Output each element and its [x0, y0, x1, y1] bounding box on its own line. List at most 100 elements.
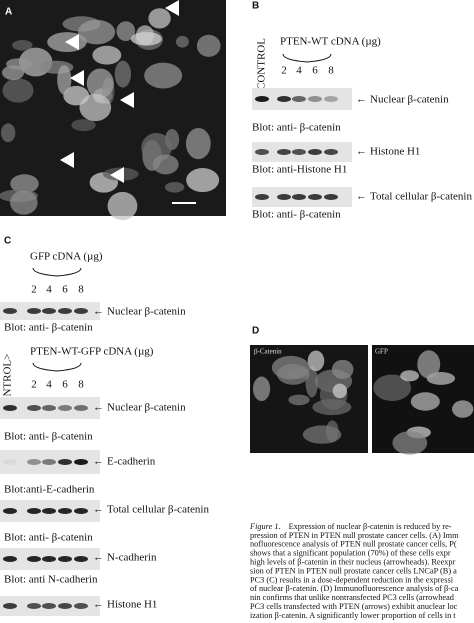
band — [27, 556, 41, 562]
cell — [114, 60, 132, 88]
image-label: GFP — [375, 348, 388, 356]
band — [292, 96, 306, 102]
image-label: β-Catenin — [254, 348, 282, 356]
arrow: ← — [93, 504, 104, 516]
cell — [175, 35, 189, 48]
cell — [79, 93, 112, 122]
cell — [307, 350, 325, 372]
cell — [0, 123, 16, 143]
cell — [400, 370, 420, 382]
band — [255, 149, 269, 155]
band — [42, 508, 56, 514]
blot-target: Nuclear β-catenin — [370, 94, 449, 106]
band — [42, 556, 56, 562]
band — [27, 405, 41, 411]
band — [3, 308, 17, 314]
dose-label: 8 — [78, 284, 84, 296]
band — [324, 96, 338, 102]
cell — [92, 45, 122, 65]
band — [27, 508, 41, 514]
arrowhead — [60, 152, 74, 168]
cell — [12, 39, 33, 51]
arrow: ← — [93, 402, 104, 414]
dose-label: 6 — [62, 284, 68, 296]
micrographs — [0, 0, 474, 455]
bracket — [32, 362, 82, 372]
cell — [148, 8, 171, 29]
dose-label: 2 — [31, 284, 37, 296]
cell — [271, 355, 310, 380]
band — [277, 149, 291, 155]
blot-target: Total cellular β-catenin — [107, 504, 209, 516]
cell — [86, 68, 114, 99]
cell — [10, 174, 39, 194]
band — [3, 459, 17, 465]
band — [27, 459, 41, 465]
cell — [288, 394, 310, 406]
cell — [10, 190, 38, 215]
band — [27, 603, 41, 609]
arrow: ← — [93, 599, 104, 611]
blot-target: Nuclear β-catenin — [107, 306, 186, 318]
dose-label: 6 — [62, 379, 68, 391]
band — [42, 603, 56, 609]
panel-label: B — [252, 1, 259, 12]
band — [277, 96, 291, 102]
cell — [196, 34, 221, 57]
blot-antibody: Blot: anti- β-catenin — [4, 322, 93, 334]
arrowhead — [120, 92, 134, 108]
dose-label: 4 — [296, 65, 302, 77]
band — [74, 603, 88, 609]
band — [74, 556, 88, 562]
band — [3, 603, 17, 609]
caption-text: pression of PTEN in PTEN null prostate c… — [250, 531, 459, 540]
cell — [253, 376, 271, 402]
caption-text: PC3 (C) results in a dose-dependent redu… — [250, 575, 454, 584]
cell — [331, 359, 354, 379]
band — [58, 405, 72, 411]
caption-text: ization β-catenin. A significantly lower… — [250, 611, 456, 620]
dose-label: 8 — [78, 379, 84, 391]
band — [74, 405, 88, 411]
cell — [373, 374, 412, 402]
dose-label: 2 — [281, 65, 287, 77]
cell — [71, 119, 96, 132]
cell — [77, 19, 116, 45]
caption-text: Expression of nuclear β-catenin is reduc… — [289, 522, 452, 531]
blot-antibody: Blot: anti- β-catenin — [4, 532, 93, 544]
band — [42, 405, 56, 411]
cell — [302, 425, 342, 444]
band — [324, 149, 338, 155]
arrowhead — [110, 167, 124, 183]
cell — [57, 65, 72, 95]
cell — [417, 350, 441, 379]
blot-antibody: Blot: anti N-cadherin — [4, 574, 98, 586]
blot-target: Nuclear β-catenin — [107, 402, 186, 414]
blot-antibody: Blot:anti-E-cadherin — [4, 484, 95, 496]
band — [292, 149, 306, 155]
cell — [6, 58, 32, 70]
band — [292, 194, 306, 200]
bracket — [32, 267, 82, 277]
band — [74, 508, 88, 514]
band — [3, 556, 17, 562]
panel-label: D — [252, 326, 259, 337]
band — [324, 194, 338, 200]
band — [58, 556, 72, 562]
cell — [2, 78, 34, 103]
band — [42, 308, 56, 314]
cell — [116, 21, 136, 41]
blot-target: Total cellular β-catenin — [370, 191, 472, 203]
band — [74, 459, 88, 465]
panel-label: A — [5, 7, 12, 18]
cell — [152, 154, 179, 175]
blot-antibody: Blot: anti-Histone H1 — [252, 164, 347, 176]
band — [277, 194, 291, 200]
blot-antibody: Blot: anti- β-catenin — [252, 122, 341, 134]
arrowhead — [65, 34, 79, 50]
caption-label: Figure 1. — [249, 522, 281, 531]
bracket — [282, 53, 332, 63]
caption-text: PC3 cells transfected with PTEN (arrows)… — [250, 602, 458, 611]
blot-target: Histone H1 — [107, 599, 157, 611]
